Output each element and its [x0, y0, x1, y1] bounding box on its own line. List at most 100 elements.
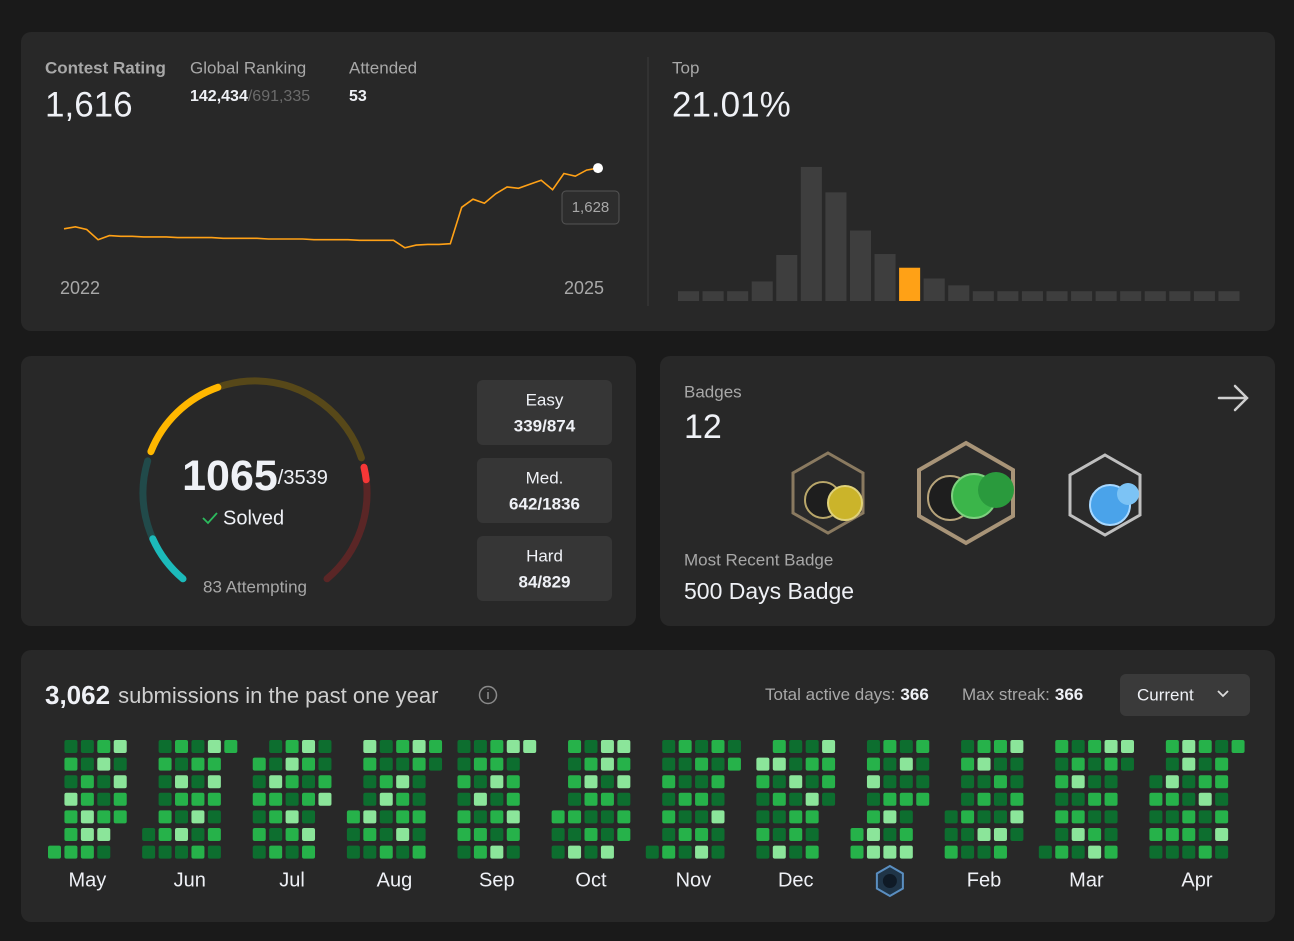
day-cell	[346, 810, 360, 824]
day-cell	[302, 828, 316, 841]
day-cell	[175, 792, 189, 806]
day-cell	[662, 775, 676, 789]
day-cell	[899, 845, 913, 859]
day-cell	[506, 740, 520, 753]
gauge-solved	[147, 383, 222, 456]
label: Total active days:	[765, 685, 895, 704]
day-cell	[961, 792, 975, 806]
day-cell	[772, 775, 786, 789]
day-cell	[64, 740, 78, 753]
day-cell	[645, 845, 659, 859]
day-cell	[506, 810, 520, 824]
day-cell	[822, 792, 836, 806]
day-cell	[977, 740, 991, 753]
day-cell	[207, 792, 221, 806]
month-label: Apr	[1181, 869, 1212, 891]
day-cell	[866, 740, 880, 753]
day-cell	[191, 810, 205, 824]
day-cell	[285, 757, 299, 771]
day-cell	[789, 792, 803, 806]
day-cell	[1010, 792, 1024, 806]
day-cell	[568, 810, 582, 824]
day-cell	[490, 757, 504, 771]
day-cell	[662, 845, 676, 859]
day-cell	[1198, 740, 1212, 753]
day-cell	[1182, 757, 1196, 771]
day-cell	[158, 775, 172, 789]
gauge-solved	[149, 535, 187, 583]
difficulty-list: Easy 339/874 Med. 642/1836 Hard 84/829	[477, 380, 612, 601]
day-cell	[1198, 775, 1212, 789]
solved-count: 1065/3539	[182, 452, 328, 500]
distribution-chart	[678, 166, 1240, 301]
day-cell	[1088, 845, 1102, 859]
day-cell	[678, 828, 692, 841]
day-cell	[899, 775, 913, 789]
day-cell	[695, 775, 709, 789]
day-cell	[727, 757, 741, 771]
heatmap: May Jun Jul Aug Sep Oct Nov Dec Feb Mar Apr	[48, 740, 1245, 898]
arrow-button[interactable]	[1217, 384, 1249, 412]
day-cell	[302, 775, 316, 789]
day-cell	[396, 845, 410, 859]
day-cell	[977, 828, 991, 841]
day-cell	[158, 845, 172, 859]
tooltip	[561, 190, 620, 225]
day-cell	[302, 845, 316, 859]
day-cell	[1215, 828, 1229, 841]
day-cell	[64, 757, 78, 771]
day-cell	[977, 845, 991, 859]
day-cell	[175, 828, 189, 841]
day-cell	[457, 828, 471, 841]
day-cell	[285, 828, 299, 841]
day-cell	[1088, 757, 1102, 771]
day-cell	[711, 775, 725, 789]
day-cell	[64, 810, 78, 824]
day-cell	[805, 740, 819, 753]
day-cell	[175, 845, 189, 859]
day-cell	[1215, 757, 1229, 771]
bar	[800, 166, 822, 301]
day-cell	[506, 845, 520, 859]
day-cell	[457, 845, 471, 859]
day-cell	[1165, 775, 1179, 789]
day-cell	[142, 828, 156, 841]
day-cell	[207, 828, 221, 841]
day-cell	[113, 792, 127, 806]
difficulty-count: 84/829	[519, 572, 571, 591]
day-cell	[662, 740, 676, 753]
day-cell	[191, 792, 205, 806]
day-cell	[1071, 757, 1085, 771]
dropdown[interactable]	[1120, 674, 1250, 716]
info-icon[interactable]	[478, 685, 498, 705]
day-cell	[80, 810, 94, 824]
day-cell	[600, 845, 614, 859]
day-cell	[662, 757, 676, 771]
day-cell	[363, 828, 377, 841]
day-cell	[1165, 792, 1179, 806]
day-cell	[568, 757, 582, 771]
day-cell	[490, 810, 504, 824]
day-cell	[64, 845, 78, 859]
day-cell	[490, 792, 504, 806]
day-cell	[961, 810, 975, 824]
day-cell	[1055, 740, 1069, 753]
day-cell	[191, 775, 205, 789]
day-cell	[412, 845, 426, 859]
day-cell	[789, 740, 803, 753]
day-cell	[379, 810, 393, 824]
day-cell	[473, 775, 487, 789]
day-cell	[1104, 845, 1118, 859]
day-cell	[551, 845, 565, 859]
day-cell	[993, 740, 1007, 753]
total: /3539	[278, 467, 328, 489]
day-cell	[396, 740, 410, 753]
day-cell	[695, 845, 709, 859]
month-label: Oct	[575, 869, 607, 891]
day-cell	[363, 740, 377, 753]
day-cell	[1182, 828, 1196, 841]
day-cell	[1215, 810, 1229, 824]
day-cell	[1231, 740, 1245, 753]
day-cell	[269, 775, 283, 789]
day-cell	[993, 757, 1007, 771]
